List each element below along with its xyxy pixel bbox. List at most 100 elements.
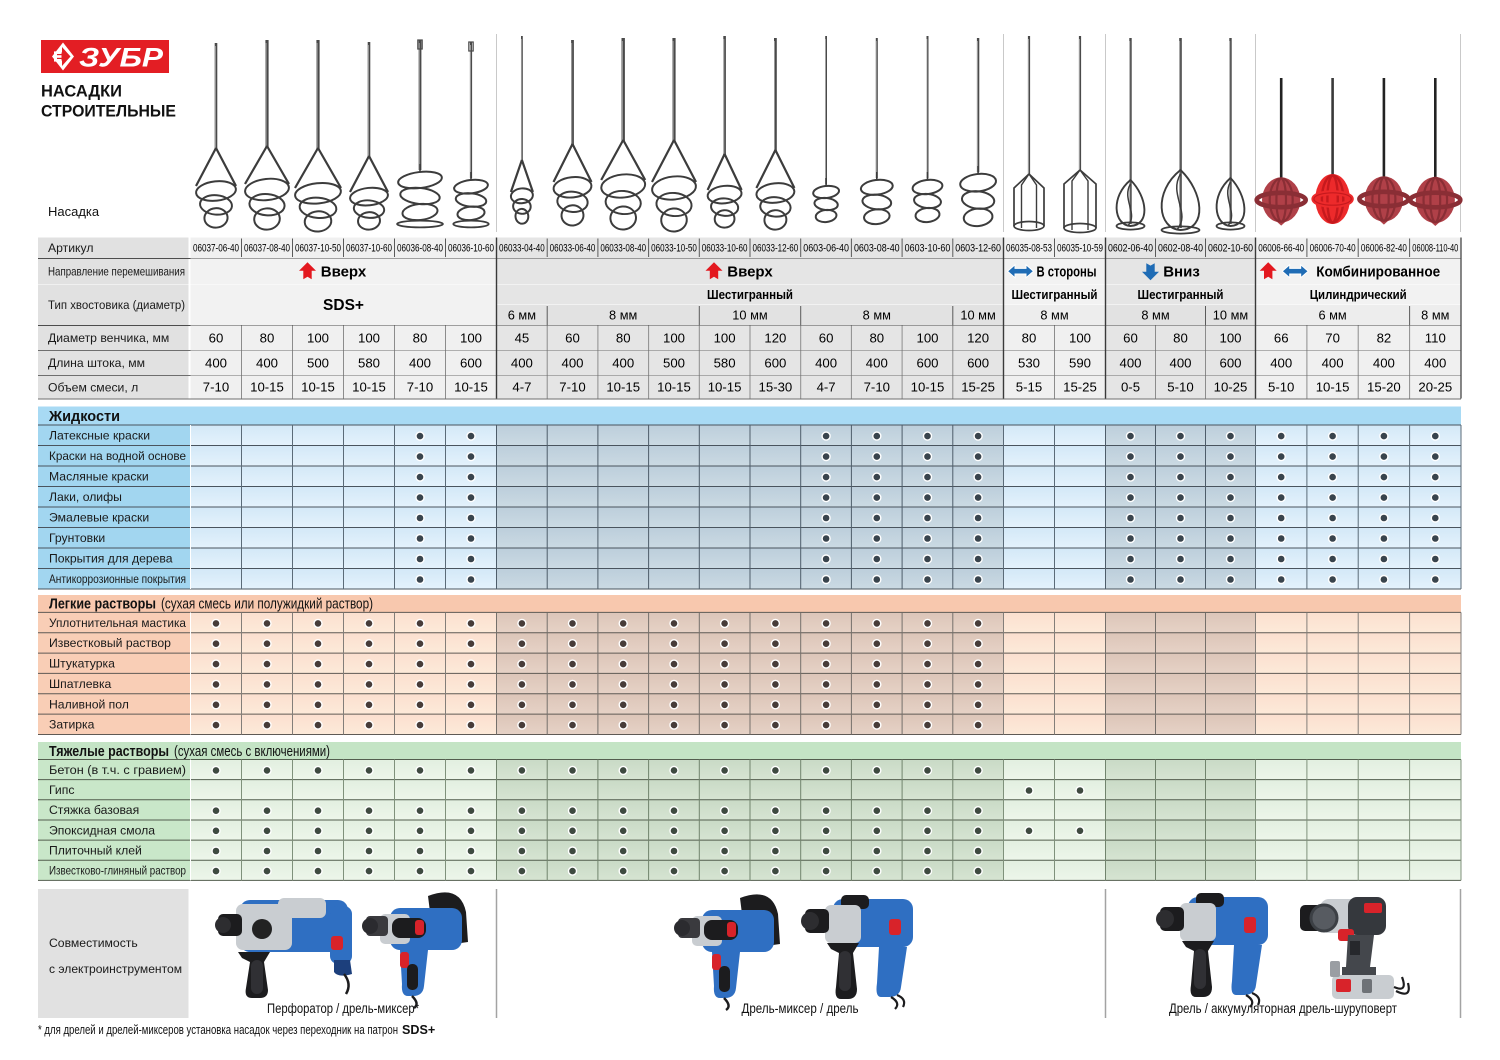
svg-text:0603-10-60: 0603-10-60	[905, 243, 951, 255]
svg-text:06033-04-40: 06033-04-40	[499, 243, 545, 255]
svg-text:15-25: 15-25	[1063, 380, 1097, 395]
svg-text:Совместимость: Совместимость	[49, 936, 138, 950]
svg-text:Штукатурка: Штукатурка	[49, 657, 115, 671]
svg-text:600: 600	[967, 355, 989, 370]
svg-text:70: 70	[1325, 330, 1340, 345]
svg-text:580: 580	[714, 355, 736, 370]
svg-text:Шестигранный: Шестигранный	[707, 287, 793, 302]
svg-text:500: 500	[663, 355, 685, 370]
svg-text:Наливной пол: Наливной пол	[49, 697, 129, 711]
svg-text:80: 80	[869, 330, 884, 345]
svg-text:60: 60	[209, 330, 224, 345]
svg-text:Объем смеси, л: Объем смеси, л	[48, 380, 138, 394]
svg-text:06036-08-40: 06036-08-40	[397, 243, 443, 255]
svg-text:100: 100	[358, 330, 380, 345]
svg-text:400: 400	[1169, 355, 1191, 370]
svg-text:400: 400	[866, 355, 888, 370]
svg-text:80: 80	[413, 330, 428, 345]
svg-text:100: 100	[460, 330, 482, 345]
svg-text:06008-110-40: 06008-110-40	[1412, 243, 1458, 255]
svg-text:15-30: 15-30	[759, 380, 793, 395]
svg-text:10-15: 10-15	[454, 380, 488, 395]
svg-text:400: 400	[1373, 355, 1395, 370]
svg-text:10-15: 10-15	[606, 380, 640, 395]
svg-text:500: 500	[307, 355, 329, 370]
svg-text:10-15: 10-15	[911, 380, 945, 395]
svg-text:60: 60	[819, 330, 834, 345]
svg-text:600: 600	[764, 355, 786, 370]
svg-text:SDS+: SDS+	[323, 297, 364, 314]
svg-text:0602-06-40: 0602-06-40	[1108, 243, 1153, 255]
svg-text:10-15: 10-15	[708, 380, 742, 395]
svg-text:15-25: 15-25	[961, 380, 995, 395]
svg-text:Длина штока, мм: Длина штока, мм	[48, 356, 145, 370]
svg-text:110: 110	[1425, 330, 1446, 345]
svg-text:100: 100	[1069, 330, 1091, 345]
svg-text:60: 60	[1123, 330, 1138, 345]
svg-text:0603-12-60: 0603-12-60	[955, 243, 1001, 255]
svg-text:Комбинированное: Комбинированное	[1316, 263, 1440, 280]
svg-text:100: 100	[1219, 330, 1241, 345]
svg-text:Артикул: Артикул	[48, 241, 93, 255]
svg-text:Эпоксидная смола: Эпоксидная смола	[49, 823, 155, 837]
svg-text:600: 600	[460, 355, 482, 370]
svg-text:400: 400	[1270, 355, 1292, 370]
svg-text:7-10: 7-10	[559, 380, 585, 395]
svg-text:Шпатлевка: Шпатлевка	[49, 677, 112, 691]
svg-text:0602-10-60: 0602-10-60	[1208, 243, 1253, 255]
svg-text:400: 400	[256, 355, 278, 370]
svg-text:20-25: 20-25	[1418, 380, 1452, 395]
svg-text:100: 100	[714, 330, 736, 345]
svg-text:80: 80	[260, 330, 275, 345]
svg-text:400: 400	[561, 355, 583, 370]
svg-text:5-15: 5-15	[1016, 380, 1042, 395]
svg-text:Цилиндрический: Цилиндрический	[1310, 287, 1407, 302]
svg-text:80: 80	[1173, 330, 1188, 345]
svg-text:7-10: 7-10	[864, 380, 890, 395]
svg-text:06036-10-60: 06036-10-60	[448, 243, 494, 255]
svg-text:400: 400	[612, 355, 634, 370]
svg-text:400: 400	[815, 355, 837, 370]
svg-text:10-15: 10-15	[1316, 380, 1350, 395]
svg-text:100: 100	[307, 330, 329, 345]
svg-text:Дрель / аккумуляторная дрель-ш: Дрель / аккумуляторная дрель-шуруповерт	[1169, 1001, 1397, 1016]
svg-text:8 мм: 8 мм	[609, 307, 637, 322]
svg-text:с электроинструментом: с электроинструментом	[49, 962, 182, 976]
svg-text:06037-06-40: 06037-06-40	[193, 243, 239, 255]
svg-text:4-7: 4-7	[512, 380, 531, 395]
svg-text:06033-10-50: 06033-10-50	[651, 243, 697, 255]
svg-text:10 мм: 10 мм	[960, 307, 995, 322]
svg-text:10-15: 10-15	[657, 380, 691, 395]
svg-text:10 мм: 10 мм	[1213, 307, 1248, 322]
svg-text:Уплотнительная мастика: Уплотнительная мастика	[49, 616, 186, 630]
svg-text:6 мм: 6 мм	[1318, 307, 1346, 322]
svg-text:Эмалевые краски: Эмалевые краски	[49, 511, 149, 525]
svg-text:8 мм: 8 мм	[1141, 307, 1169, 322]
svg-text:Антикоррозионные покрытия: Антикоррозионные покрытия	[49, 572, 186, 586]
svg-text:06037-08-40: 06037-08-40	[244, 243, 290, 255]
svg-text:Грунтовки: Грунтовки	[49, 531, 105, 545]
svg-text:10-25: 10-25	[1214, 380, 1248, 395]
svg-text:06006-66-40: 06006-66-40	[1258, 243, 1304, 255]
svg-text:Масляные краски: Масляные краски	[49, 470, 149, 484]
svg-text:5-10: 5-10	[1167, 380, 1193, 395]
svg-text:06033-08-40: 06033-08-40	[600, 243, 646, 255]
svg-text:10-15: 10-15	[352, 380, 386, 395]
svg-text:SDS+: SDS+	[402, 1023, 435, 1037]
svg-text:60: 60	[565, 330, 580, 345]
svg-text:600: 600	[1219, 355, 1241, 370]
svg-text:8 мм: 8 мм	[863, 307, 891, 322]
svg-text:Легкие растворы: Легкие растворы	[49, 597, 156, 613]
svg-text:400: 400	[1322, 355, 1344, 370]
svg-text:СТРОИТЕЛЬНЫЕ: СТРОИТЕЛЬНЫЕ	[41, 103, 176, 121]
svg-text:06033-12-60: 06033-12-60	[753, 243, 799, 255]
svg-text:0-5: 0-5	[1121, 380, 1140, 395]
svg-text:8 мм: 8 мм	[1421, 307, 1449, 322]
svg-text:600: 600	[916, 355, 938, 370]
svg-text:15-20: 15-20	[1367, 380, 1401, 395]
svg-text:0603-08-40: 0603-08-40	[854, 243, 900, 255]
svg-text:530: 530	[1018, 355, 1040, 370]
svg-text:В стороны: В стороны	[1037, 263, 1097, 280]
svg-text:06033-10-60: 06033-10-60	[702, 243, 748, 255]
svg-text:80: 80	[1022, 330, 1037, 345]
